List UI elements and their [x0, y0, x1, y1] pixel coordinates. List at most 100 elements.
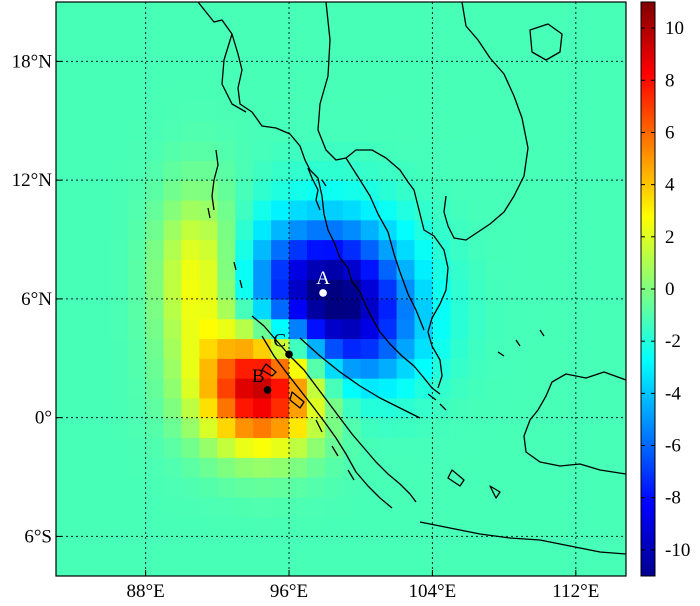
heatmap-cell	[342, 180, 362, 201]
heatmap-cell	[575, 358, 595, 379]
heatmap-cell	[73, 556, 93, 576]
heatmap-cell	[56, 239, 75, 260]
heatmap-cell	[91, 556, 111, 576]
heatmap-cell	[593, 120, 613, 142]
heatmap-cell	[450, 160, 469, 181]
heatmap-cell	[181, 160, 200, 181]
heatmap-cell	[145, 259, 165, 280]
heatmap-cell	[235, 160, 254, 181]
heatmap-cell	[396, 378, 416, 399]
heatmap-cell	[342, 120, 362, 142]
sumatra-east	[299, 337, 421, 419]
heatmap-cell	[468, 496, 487, 518]
heatmap-cell	[163, 437, 183, 458]
heatmap-cell	[56, 21, 75, 43]
heatmap-cell	[557, 120, 577, 142]
heatmap-cell	[450, 318, 469, 340]
heatmap-cell	[253, 2, 272, 23]
heatmap-cell	[253, 457, 272, 478]
heatmap-cell	[396, 100, 416, 122]
heatmap-cell	[539, 358, 559, 379]
heatmap-cell	[360, 437, 380, 458]
heatmap-cell	[109, 358, 129, 379]
heatmap-cell	[73, 338, 93, 359]
heatmap-cell	[109, 556, 129, 576]
marker-c-dot	[285, 350, 293, 359]
heatmap-cell	[432, 457, 451, 478]
heatmap-cell	[163, 378, 183, 399]
heatmap-cell	[468, 259, 487, 280]
heatmap-cell	[235, 120, 254, 142]
heatmap-cell	[593, 477, 613, 498]
heatmap-cell	[432, 81, 451, 102]
heatmap-cell	[557, 417, 577, 439]
heatmap-cell	[324, 378, 344, 399]
heatmap-cell	[557, 160, 577, 181]
heatmap-cell	[468, 41, 487, 62]
heatmap-cell	[522, 100, 541, 122]
heatmap-cell	[557, 259, 577, 280]
heatmap-cell	[450, 180, 469, 201]
heatmap-cell	[253, 279, 272, 300]
heatmap-cell	[450, 41, 469, 62]
heatmap-cell	[181, 180, 200, 201]
heatmap-cell	[145, 279, 165, 300]
heatmap-cell	[324, 437, 344, 458]
heatmap-cell	[289, 358, 308, 379]
heatmap-cell	[127, 397, 147, 419]
heatmap-cell	[396, 417, 416, 439]
heatmap-cell	[522, 378, 541, 399]
heatmap-cell	[575, 556, 595, 576]
heatmap-cell	[199, 457, 218, 478]
heatmap-cell	[557, 219, 577, 241]
heatmap-cell	[199, 378, 218, 399]
heatmap-cell	[181, 61, 200, 82]
heatmap-cell	[450, 536, 469, 557]
heatmap-cell	[127, 496, 147, 518]
heatmap-cell	[575, 180, 595, 201]
heatmap-cell	[289, 100, 308, 122]
heatmap-cell	[450, 516, 469, 538]
heatmap-cell	[468, 100, 487, 122]
heatmap-cell	[235, 496, 254, 518]
heatmap-cell	[271, 536, 290, 557]
heatmap-cell	[56, 81, 75, 102]
heatmap-cell	[611, 516, 626, 538]
heatmap-cell	[324, 536, 344, 557]
heatmap-cell	[217, 100, 236, 122]
heatmap-cell	[253, 81, 272, 102]
heatmap-cell	[486, 536, 505, 557]
heatmap-cell	[73, 180, 93, 201]
heatmap-cell	[271, 41, 290, 62]
heatmap-cell	[468, 81, 487, 102]
heatmap-cell	[163, 298, 183, 320]
heatmap-cell	[289, 2, 308, 23]
heatmap-cell	[342, 81, 362, 102]
heatmap-cell	[342, 298, 362, 320]
heatmap-cell	[145, 120, 165, 142]
heatmap-cell	[611, 378, 626, 399]
heatmap-cell	[539, 219, 559, 241]
heatmap-cell	[575, 61, 595, 82]
heatmap-cell	[271, 21, 290, 43]
heatmap-cell	[253, 140, 272, 161]
heatmap-cell	[378, 457, 398, 478]
heatmap-cell	[217, 318, 236, 340]
colorbar-tick-label: 4	[665, 175, 675, 196]
heatmap-cell	[306, 140, 326, 161]
heatmap-cell	[253, 318, 272, 340]
heatmap-cell	[468, 417, 487, 439]
heatmap-cell	[127, 516, 147, 538]
heatmap-cell	[181, 516, 200, 538]
colorbar-tick-label: 6	[665, 122, 675, 143]
heatmap-cell	[181, 556, 200, 576]
heatmap-cell	[324, 160, 344, 181]
heatmap-cell	[611, 81, 626, 102]
heatmap-cell	[342, 496, 362, 518]
heatmap-cell	[378, 298, 398, 320]
heatmap-cell	[342, 397, 362, 419]
heatmap-cell	[199, 239, 218, 260]
heatmap-cell	[468, 199, 487, 221]
heatmap-cell	[504, 81, 523, 102]
coastline-delta	[221, 33, 247, 113]
